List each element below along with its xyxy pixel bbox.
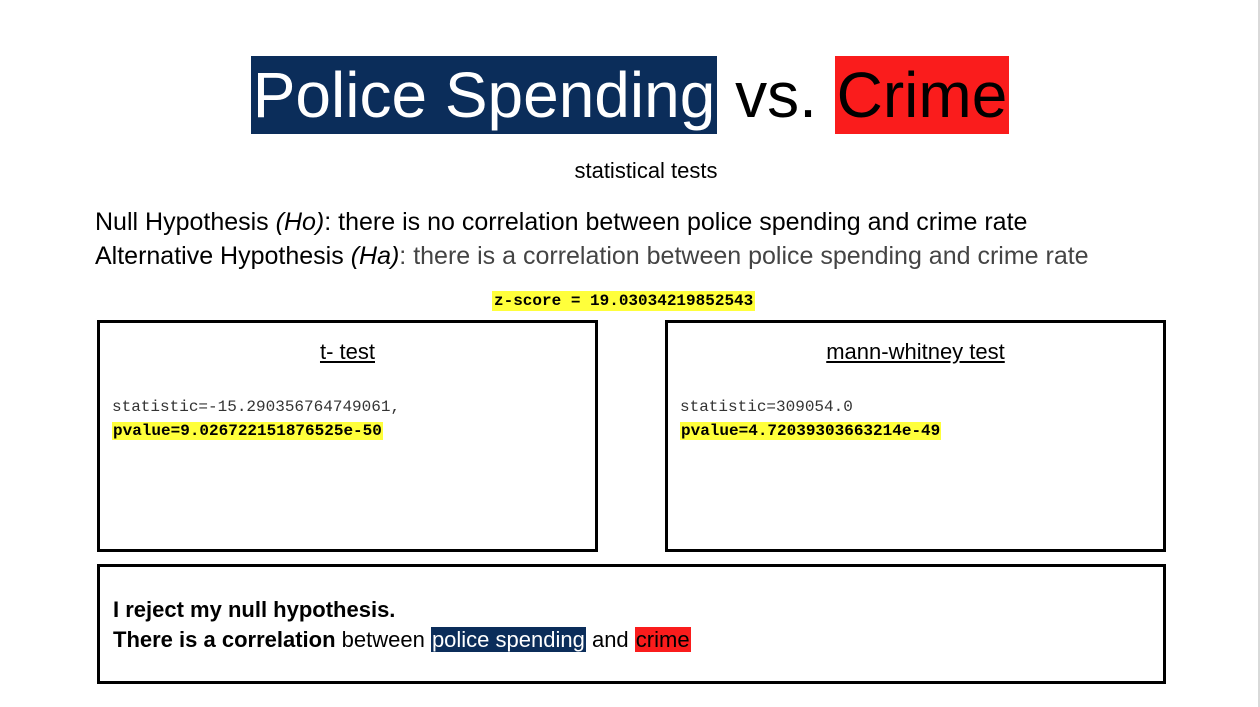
t-test-statistic: statistic=-15.290356764749061,	[112, 398, 401, 416]
mann-whitney-statistic: statistic=309054.0	[680, 398, 853, 416]
slide-title: Police Spending vs. Crime	[0, 56, 1260, 134]
title-vs: vs.	[717, 59, 835, 131]
null-hypothesis: Null Hypothesis (Ho): there is no correl…	[95, 208, 1027, 237]
conclusion-box: I reject my null hypothesis. There is a …	[97, 564, 1166, 684]
mann-whitney-title: mann-whitney test	[826, 339, 1005, 364]
null-hypothesis-text: : there is no correlation between police…	[324, 208, 1028, 236]
title-police-spending: Police Spending	[250, 56, 718, 134]
alternative-hypothesis: Alternative Hypothesis (Ha): there is a …	[95, 242, 1089, 271]
t-test-box: t- test statistic=-15.290356764749061, p…	[97, 320, 598, 552]
alt-hypothesis-label: Alternative Hypothesis	[95, 242, 351, 270]
mann-whitney-pvalue: pvalue=4.72039303663214e-49	[680, 422, 942, 440]
title-crime: Crime	[834, 56, 1010, 134]
t-test-title: t- test	[319, 339, 375, 364]
conclusion-correlation: There is a correlation between police sp…	[113, 627, 691, 653]
conclusion-crime: crime	[634, 627, 691, 652]
zscore-value: z-score = 19.03034219852543	[492, 291, 756, 311]
null-hypothesis-label: Null Hypothesis	[95, 208, 276, 236]
mann-whitney-box: mann-whitney test statistic=309054.0 pva…	[665, 320, 1166, 552]
alt-hypothesis-abbr: (Ha)	[350, 242, 400, 270]
conclusion-and: and	[585, 627, 635, 652]
slide-edge	[1258, 0, 1260, 707]
conclusion-reject: I reject my null hypothesis.	[113, 597, 396, 622]
t-test-pvalue: pvalue=9.026722151876525e-50	[112, 422, 383, 440]
slide-subtitle: statistical tests	[574, 158, 718, 183]
conclusion-bold-text: There is a correlation	[113, 627, 336, 652]
conclusion-between: between	[335, 627, 431, 652]
conclusion-police-spending: police spending	[430, 627, 586, 652]
null-hypothesis-abbr: (Ho)	[275, 208, 325, 236]
alt-hypothesis-text: : there is a correlation between police …	[399, 242, 1089, 270]
